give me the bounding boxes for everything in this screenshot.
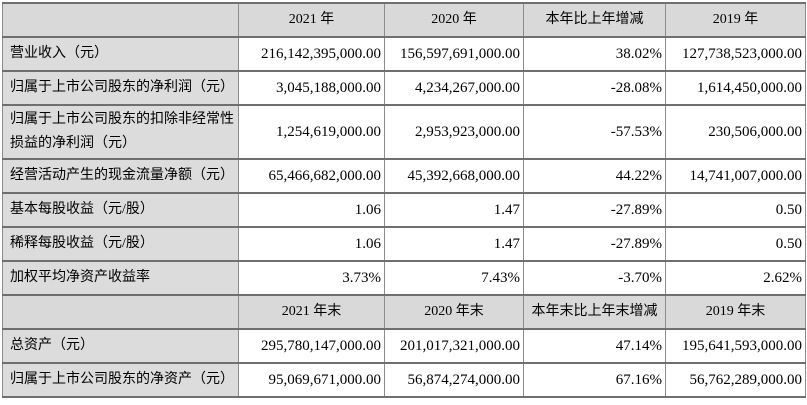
table-row-total-assets: 总资产（元） 295,780,147,000.00 201,017,321,00… bbox=[2, 328, 806, 364]
value-cell: 2,953,923,000.00 bbox=[384, 104, 524, 160]
table-row-operating-cash-flow: 经营活动产生的现金流量净额（元） 65,466,682,000.00 45,39… bbox=[2, 158, 806, 194]
column-header-year-end-change: 本年末比上年末增减 bbox=[523, 294, 666, 330]
row-label: 加权平均净资产收益率 bbox=[2, 260, 239, 296]
value-cell: 201,017,321,000.00 bbox=[384, 328, 524, 364]
value-cell: -27.89% bbox=[523, 192, 666, 228]
value-cell: 216,142,395,000.00 bbox=[238, 36, 385, 72]
header-blank bbox=[2, 2, 239, 38]
value-cell: 56,762,289,000.00 bbox=[665, 362, 806, 398]
value-cell: 0.50 bbox=[665, 192, 806, 228]
value-cell: 65,466,682,000.00 bbox=[238, 158, 385, 194]
row-label: 归属于上市公司股东的净利润（元） bbox=[2, 70, 239, 106]
column-header-2019: 2019 年 bbox=[665, 2, 806, 38]
header-row-annual: 2021 年 2020 年 本年比上年增减 2019 年 bbox=[2, 2, 806, 38]
header-row-year-end: 2021 年末 2020 年末 本年末比上年末增减 2019 年末 bbox=[2, 294, 806, 330]
value-cell: 3.73% bbox=[238, 260, 385, 296]
row-label: 归属于上市公司股东的扣除非经常性损益的净利润（元） bbox=[2, 104, 239, 160]
value-cell: 7.43% bbox=[384, 260, 524, 296]
value-cell: 127,738,523,000.00 bbox=[665, 36, 806, 72]
value-cell: 4,234,267,000.00 bbox=[384, 70, 524, 106]
value-cell: 56,874,274,000.00 bbox=[384, 362, 524, 398]
value-cell: 156,597,691,000.00 bbox=[384, 36, 524, 72]
value-cell: 38.02% bbox=[523, 36, 666, 72]
value-cell: 44.22% bbox=[523, 158, 666, 194]
value-cell: -3.70% bbox=[523, 260, 666, 296]
row-label: 经营活动产生的现金流量净额（元） bbox=[2, 158, 239, 194]
value-cell: -57.53% bbox=[523, 104, 666, 160]
row-label: 营业收入（元） bbox=[2, 36, 239, 72]
table-row-weighted-avg-roe: 加权平均净资产收益率 3.73% 7.43% -3.70% 2.62% bbox=[2, 260, 806, 296]
value-cell: 1.47 bbox=[384, 192, 524, 228]
value-cell: 95,069,671,000.00 bbox=[238, 362, 385, 398]
value-cell: -27.89% bbox=[523, 226, 666, 262]
value-cell: 1.47 bbox=[384, 226, 524, 262]
header-blank bbox=[2, 294, 239, 330]
value-cell: 1,614,450,000.00 bbox=[665, 70, 806, 106]
value-cell: 67.16% bbox=[523, 362, 666, 398]
value-cell: 14,741,007,000.00 bbox=[665, 158, 806, 194]
value-cell: -28.08% bbox=[523, 70, 666, 106]
column-header-yoy-change: 本年比上年增减 bbox=[523, 2, 666, 38]
value-cell: 45,392,668,000.00 bbox=[384, 158, 524, 194]
value-cell: 295,780,147,000.00 bbox=[238, 328, 385, 364]
financial-summary-table: 2021 年 2020 年 本年比上年增减 2019 年 营业收入（元） 216… bbox=[2, 2, 806, 398]
value-cell: 3,045,188,000.00 bbox=[238, 70, 385, 106]
table-row-revenue: 营业收入（元） 216,142,395,000.00 156,597,691,0… bbox=[2, 36, 806, 72]
row-label: 归属于上市公司股东的净资产（元） bbox=[2, 362, 239, 398]
row-label: 稀释每股收益（元/股） bbox=[2, 226, 239, 262]
column-header-2020: 2020 年 bbox=[384, 2, 524, 38]
value-cell: 1,254,619,000.00 bbox=[238, 104, 385, 160]
column-header-2020-year-end: 2020 年末 bbox=[384, 294, 524, 330]
value-cell: 2.62% bbox=[665, 260, 806, 296]
column-header-2021-year-end: 2021 年末 bbox=[238, 294, 385, 330]
table-row-net-profit: 归属于上市公司股东的净利润（元） 3,045,188,000.00 4,234,… bbox=[2, 70, 806, 106]
value-cell: 230,506,000.00 bbox=[665, 104, 806, 160]
row-label: 基本每股收益（元/股） bbox=[2, 192, 239, 228]
table-row-net-assets: 归属于上市公司股东的净资产（元） 95,069,671,000.00 56,87… bbox=[2, 362, 806, 398]
value-cell: 195,641,593,000.00 bbox=[665, 328, 806, 364]
value-cell: 1.06 bbox=[238, 226, 385, 262]
value-cell: 0.50 bbox=[665, 226, 806, 262]
row-label: 总资产（元） bbox=[2, 328, 239, 364]
value-cell: 1.06 bbox=[238, 192, 385, 228]
table-row-basic-eps: 基本每股收益（元/股） 1.06 1.47 -27.89% 0.50 bbox=[2, 192, 806, 228]
column-header-2021: 2021 年 bbox=[238, 2, 385, 38]
table-row-net-profit-excl-nonrecurring: 归属于上市公司股东的扣除非经常性损益的净利润（元） 1,254,619,000.… bbox=[2, 104, 806, 160]
column-header-2019-year-end: 2019 年末 bbox=[665, 294, 806, 330]
value-cell: 47.14% bbox=[523, 328, 666, 364]
table-row-diluted-eps: 稀释每股收益（元/股） 1.06 1.47 -27.89% 0.50 bbox=[2, 226, 806, 262]
